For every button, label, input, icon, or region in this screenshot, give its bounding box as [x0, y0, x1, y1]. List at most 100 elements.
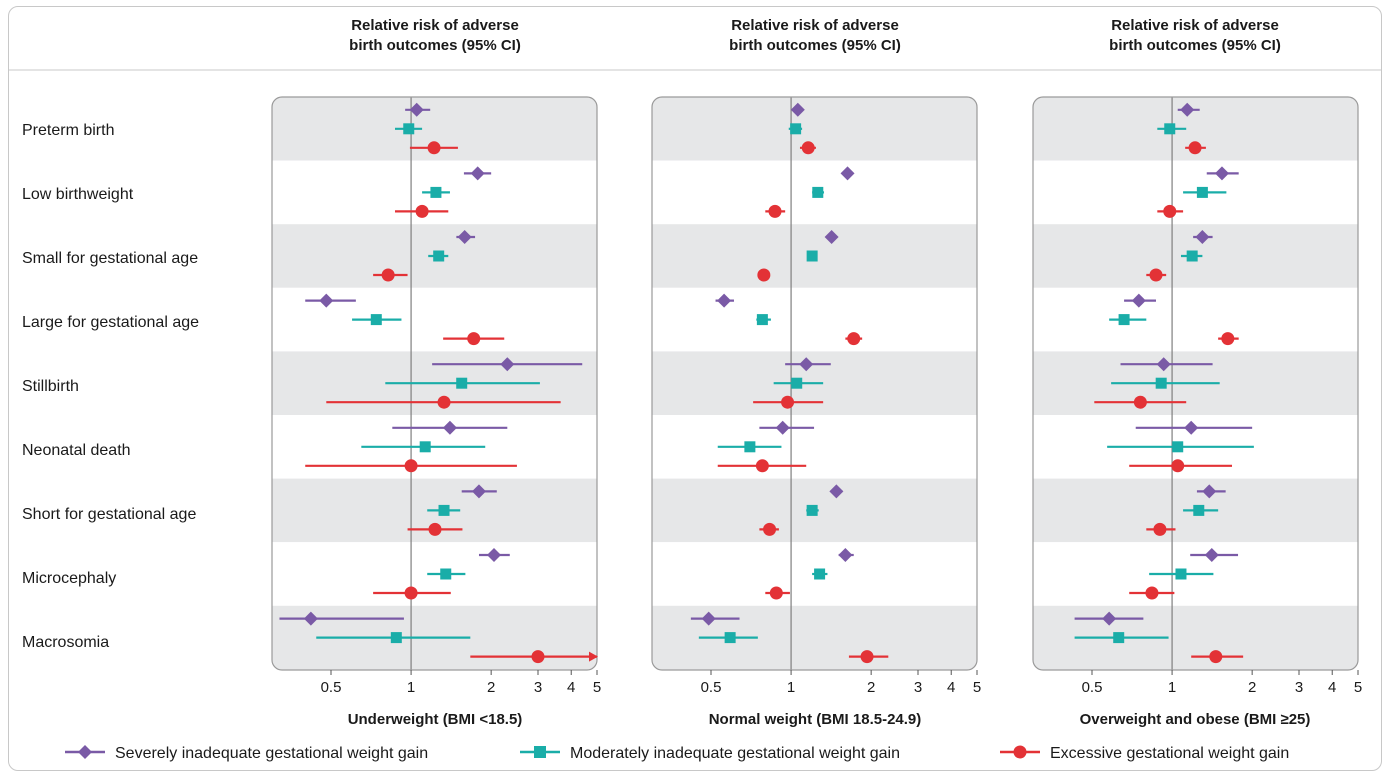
point-marker: [790, 102, 805, 117]
point-marker: [428, 522, 442, 536]
point-marker: [1204, 548, 1219, 562]
x-tick-label: 2: [867, 679, 875, 696]
point-marker: [847, 332, 861, 346]
point-marker: [437, 395, 451, 409]
ci-moderate: [1107, 441, 1254, 453]
panel-header-normal: Relative risk of adverse birth outcomes …: [729, 17, 901, 54]
point-marker: [1156, 357, 1171, 372]
point-marker: [381, 268, 395, 282]
ci-severe: [1120, 357, 1213, 372]
ci-excessive: [799, 141, 816, 155]
x-tick-label: 1: [787, 679, 795, 696]
point-marker: [1221, 332, 1235, 346]
ci-excessive: [848, 650, 889, 664]
point-marker: [1196, 186, 1208, 198]
panel-border: [651, 96, 978, 671]
ci-moderate: [806, 504, 819, 516]
ci-moderate: [422, 186, 450, 198]
point-marker: [790, 123, 802, 135]
header-line2: birth outcomes (95% CI): [729, 37, 901, 54]
x-axis-label: Underweight (BMI <18.5): [348, 711, 523, 728]
point-marker: [806, 504, 818, 516]
ci-excessive: [1129, 459, 1233, 473]
ci-moderate: [385, 377, 540, 389]
row-label: Short for gestational age: [22, 506, 196, 523]
ci-severe: [759, 420, 815, 435]
point-marker: [1171, 459, 1185, 473]
x-tick-label: 0.5: [1082, 679, 1103, 696]
point-marker: [319, 293, 334, 308]
panel-border: [271, 96, 598, 671]
ci-severe: [456, 230, 476, 244]
panel-underweight: 0.5 1 2 3 4 5: [271, 96, 601, 696]
ci-moderate: [1183, 186, 1227, 198]
legend-item-moderate: Moderately inadequate gestational weight…: [520, 745, 900, 762]
legend-label: Moderately inadequate gestational weight…: [570, 745, 900, 762]
point-marker: [1155, 377, 1167, 389]
ci-moderate: [812, 186, 825, 198]
row-label: Large for gestational age: [22, 314, 199, 331]
point-marker: [724, 632, 736, 644]
square-marker-icon: [534, 746, 546, 758]
ci-excessive: [373, 268, 408, 282]
ci-severe: [785, 357, 831, 372]
row-label: Preterm birth: [22, 122, 114, 139]
ci-severe: [478, 548, 510, 562]
ci-moderate: [1183, 504, 1219, 516]
ci-excessive: [326, 395, 561, 409]
ci-excessive: [409, 141, 458, 155]
ci-excessive: [1129, 586, 1175, 600]
ci-excessive: [470, 650, 598, 664]
point-marker: [404, 459, 418, 473]
x-tick-label: 0.5: [321, 679, 342, 696]
ci-moderate: [806, 250, 818, 262]
point-marker: [438, 504, 450, 516]
point-marker: [1175, 568, 1187, 580]
ci-severe: [1135, 420, 1253, 435]
point-marker: [769, 586, 783, 600]
ci-excessive: [1157, 204, 1184, 218]
x-tick-label: 5: [1354, 679, 1362, 696]
ci-excessive: [757, 268, 771, 282]
ci-moderate: [812, 568, 828, 580]
ci-excessive: [765, 586, 790, 600]
panel-header-overweight: Relative risk of adverse birth outcomes …: [1109, 17, 1281, 54]
row-label: Small for gestational age: [22, 250, 198, 267]
point-marker: [415, 204, 429, 218]
header-line2: birth outcomes (95% CI): [1109, 37, 1281, 54]
row-bands: [652, 97, 977, 670]
point-marker: [470, 166, 485, 181]
point-marker: [812, 186, 824, 198]
x-tick-label: 0.5: [701, 679, 722, 696]
ci-excessive: [1191, 650, 1244, 664]
point-marker: [791, 377, 803, 389]
panel-header-underweight: Relative risk of adverse birth outcomes …: [349, 17, 521, 54]
point-marker: [1149, 268, 1163, 282]
point-marker: [744, 441, 756, 453]
ci-moderate: [1109, 314, 1147, 326]
x-axis-label: Normal weight (BMI 18.5-24.9): [709, 711, 922, 728]
point-marker: [419, 441, 431, 453]
ci-moderate: [428, 250, 449, 262]
point-marker: [824, 230, 839, 244]
header-line1: Relative risk of adverse: [1111, 17, 1279, 34]
point-marker: [467, 332, 481, 346]
ci-severe: [1190, 548, 1239, 562]
arrow-right-icon: [589, 651, 598, 662]
row-labels: Preterm birth Low birthweight Small for …: [22, 122, 199, 651]
ci-excessive: [765, 204, 786, 218]
ci-moderate: [698, 632, 758, 644]
x-tick-label: 3: [1295, 679, 1303, 696]
point-marker: [814, 568, 826, 580]
point-marker: [1118, 314, 1130, 326]
ci-severe: [840, 166, 855, 181]
panel-normal-weight: 0.5 1 2 3 4 5: [651, 96, 981, 696]
panel-border: [1032, 96, 1359, 671]
diamond-marker-icon: [78, 745, 92, 759]
point-marker: [1102, 611, 1117, 626]
point-marker: [409, 102, 424, 117]
point-marker: [763, 522, 777, 536]
ci-severe: [1177, 102, 1200, 117]
legend: Severely inadequate gestational weight g…: [65, 745, 1289, 762]
x-tick-label: 4: [1328, 679, 1336, 696]
